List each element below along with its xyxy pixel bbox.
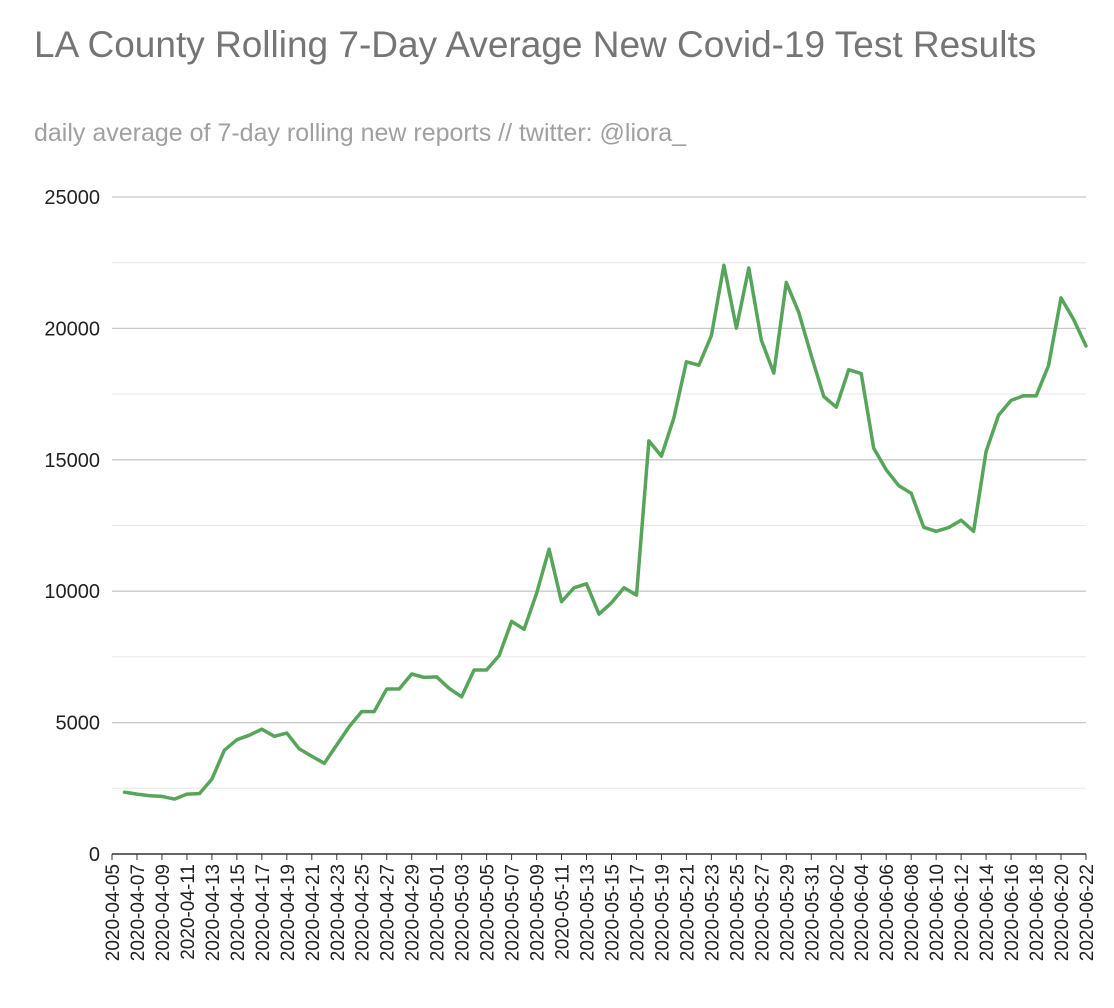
x-tick-label: 2020-05-21 xyxy=(677,864,698,961)
y-tick-label: 25000 xyxy=(44,187,100,209)
x-tick-label: 2020-06-16 xyxy=(1002,864,1023,961)
x-tick-label: 2020-05-17 xyxy=(627,864,648,961)
x-tick-label: 2020-05-23 xyxy=(702,864,723,961)
x-tick-label: 2020-05-05 xyxy=(478,864,499,961)
x-tick-label: 2020-04-17 xyxy=(253,864,274,961)
x-tick-label: 2020-05-09 xyxy=(528,864,549,961)
x-tick-label: 2020-04-11 xyxy=(178,864,199,960)
y-axis-ticks: 0 5000 10000 15000 20000 25000 xyxy=(44,187,100,866)
y-tick-label: 5000 xyxy=(56,713,101,735)
gridlines xyxy=(112,196,1086,789)
x-tick-label: 2020-04-19 xyxy=(278,864,299,961)
y-tick-label: 10000 xyxy=(44,581,100,603)
x-tick-label: 2020-04-23 xyxy=(328,864,349,961)
series-line xyxy=(122,263,1088,801)
x-tick-label: 2020-04-13 xyxy=(203,864,224,961)
x-tick-label: 2020-04-15 xyxy=(228,864,249,961)
x-tick-label: 2020-06-18 xyxy=(1027,864,1048,961)
x-tick-label: 2020-04-25 xyxy=(353,864,374,961)
x-tick-label: 2020-04-07 xyxy=(128,864,149,961)
x-tick-label: 2020-06-14 xyxy=(977,864,998,962)
x-tick-label: 2020-06-20 xyxy=(1052,864,1073,961)
x-tick-label: 2020-06-10 xyxy=(927,864,948,961)
x-tick-label: 2020-05-13 xyxy=(578,864,599,961)
x-tick-label: 2020-05-01 xyxy=(428,864,449,961)
x-axis-ticks: 2020-04-05 2020-04-07 2020-04-09 2020-04-11… xyxy=(103,854,1098,961)
chart-subtitle: daily average of 7-day rolling new repor… xyxy=(34,119,687,147)
x-tick-label: 2020-05-11 xyxy=(553,864,574,960)
x-tick-label: 2020-04-21 xyxy=(303,864,324,961)
y-tick-label: 15000 xyxy=(44,450,100,472)
y-tick-label: 0 xyxy=(89,844,100,866)
x-tick-label: 2020-06-06 xyxy=(877,864,898,961)
x-tick-label: 2020-05-19 xyxy=(652,864,673,961)
x-tick-label: 2020-06-12 xyxy=(952,864,973,961)
x-tick-label: 2020-06-04 xyxy=(852,864,873,962)
x-tick-label: 2020-05-15 xyxy=(602,864,623,961)
x-tick-label: 2020-04-05 xyxy=(103,864,124,961)
x-tick-label: 2020-06-08 xyxy=(902,864,923,961)
x-tick-label: 2020-04-27 xyxy=(378,864,399,961)
x-tick-label: 2020-05-25 xyxy=(727,864,748,961)
x-tick-label: 2020-05-27 xyxy=(752,864,773,961)
x-tick-label: 2020-05-07 xyxy=(503,864,524,961)
x-tick-label: 2020-06-22 xyxy=(1077,864,1098,961)
y-tick-label: 20000 xyxy=(44,318,100,340)
x-tick-label: 2020-04-09 xyxy=(153,864,174,961)
x-tick-label: 2020-05-03 xyxy=(453,864,474,961)
chart-title: LA County Rolling 7-Day Average New Covi… xyxy=(34,24,1037,65)
series-layer xyxy=(122,263,1088,801)
x-tick-label: 2020-06-02 xyxy=(827,864,848,961)
x-tick-label: 2020-05-29 xyxy=(777,864,798,961)
x-tick-label: 2020-05-31 xyxy=(802,864,823,961)
x-tick-label: 2020-04-29 xyxy=(403,864,424,961)
